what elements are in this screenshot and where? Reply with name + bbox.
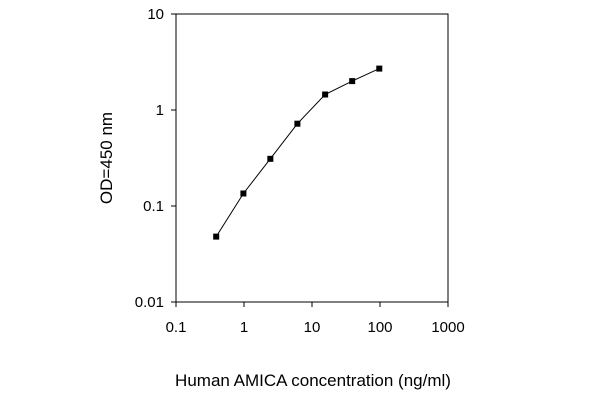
- x-tick-label: 0.1: [166, 319, 187, 336]
- x-axis-ticks: 0.1 1 10 100 1000: [166, 302, 465, 336]
- data-point-marker: [240, 190, 247, 197]
- data-point-marker: [213, 233, 220, 240]
- plot-area-frame: [175, 13, 449, 303]
- x-tick-label: 10: [304, 319, 321, 336]
- x-tick-label: 1000: [431, 319, 464, 336]
- data-point-marker: [267, 155, 274, 162]
- y-tick-label: 0.01: [135, 294, 164, 311]
- y-tick-label: 1: [156, 102, 164, 119]
- y-tick-label: 0.1: [143, 198, 164, 215]
- y-axis-ticks: 0.01 0.1 1 10: [135, 6, 176, 311]
- data-point-marker: [349, 78, 356, 85]
- x-tick-label: 1: [240, 319, 248, 336]
- x-axis-title: Human AMICA concentration (ng/ml): [175, 371, 451, 390]
- data-point-marker: [322, 91, 329, 98]
- series-line: [215, 68, 380, 237]
- x-tick-label: 100: [367, 319, 392, 336]
- series-layer: [213, 65, 383, 240]
- y-axis-title: OD=450 nm: [97, 112, 116, 204]
- y-tick-label: 10: [147, 6, 164, 23]
- data-point-marker: [376, 65, 383, 72]
- data-point-marker: [294, 120, 301, 127]
